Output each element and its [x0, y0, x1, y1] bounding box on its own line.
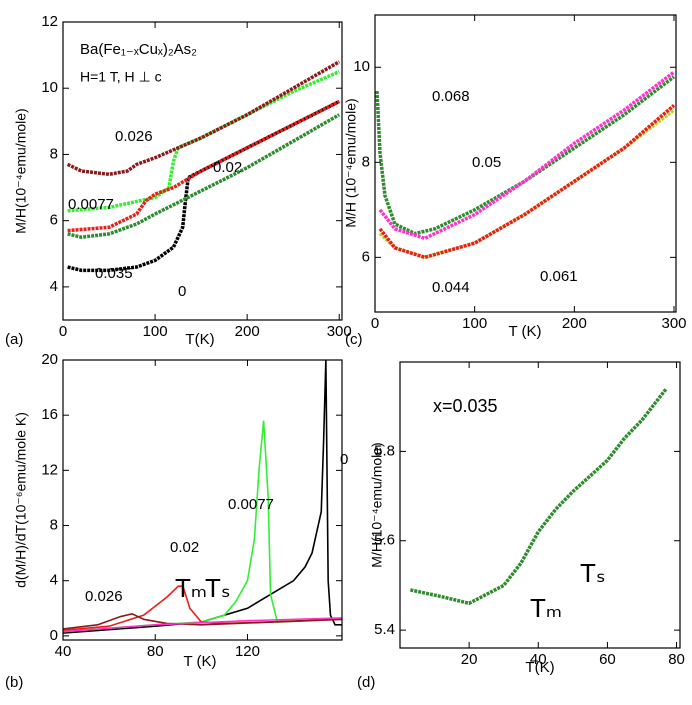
y-tick-label: 8 [362, 153, 370, 170]
y-tick-label: 8 [50, 145, 58, 162]
x-tick-label: 0 [59, 323, 67, 340]
y-tick-label: 20 [41, 351, 58, 368]
annotation: x=0.035 [433, 396, 498, 416]
x-axis-label: T(K) [525, 659, 554, 676]
y-tick-label: 12 [41, 13, 58, 30]
y-axis-label: M/H (10⁻⁴emu/mole) [343, 98, 359, 227]
x-tick-label: 300 [327, 323, 352, 340]
series-label: 0 [178, 283, 186, 300]
series-label: 0.068 [432, 88, 470, 105]
panel-label: (a) [5, 331, 23, 348]
annotation: Tₛ [580, 558, 606, 588]
series-label: 0.035 [95, 265, 133, 282]
y-axis-label: d(M/H)/dT(10⁻⁶emu/mole K) [13, 412, 29, 588]
series-line [63, 617, 342, 633]
series-label: 0.02 [213, 159, 242, 176]
x-tick-label: 120 [235, 643, 260, 660]
panel-label: (b) [5, 674, 23, 691]
annotation: Tₘ [175, 573, 207, 603]
series-line [375, 75, 676, 236]
x-axis-label: T (K) [508, 323, 541, 340]
annotation: Tₛ [205, 573, 231, 603]
y-tick-label: 16 [41, 406, 58, 423]
y-tick-label: 5.6 [374, 532, 395, 549]
y-tick-label: 5.8 [374, 442, 395, 459]
panel: 0 100 200 300 4 6 8 10 12 0 0.0077 0.02 0.026 0.035 Ba… [5, 13, 352, 348]
series-line [67, 113, 341, 239]
x-tick-label: 60 [599, 651, 616, 668]
series-label: 0.044 [432, 279, 470, 296]
plot-frame [62, 359, 343, 641]
y-tick-label: 8 [50, 516, 58, 533]
y-tick-label: 10 [353, 58, 370, 75]
y-tick-label: 6 [50, 212, 58, 229]
series-label: 0.05 [472, 154, 501, 171]
y-tick-label: 0 [50, 627, 58, 644]
series-label: 0.061 [540, 268, 578, 285]
series-label: 0.02 [170, 539, 199, 556]
x-tick-label: 100 [462, 315, 487, 332]
y-axis-label: M/H(10⁻⁴emu/mole) [13, 108, 29, 233]
y-tick-label: 6 [362, 248, 370, 265]
y-tick-label: 4 [50, 278, 58, 295]
panel: 0 100 200 300 6 8 10 0.068 0.05 0.044 0.061 (c) T (K… [343, 14, 687, 348]
series-line [378, 108, 676, 260]
y-tick-label: 10 [41, 79, 58, 96]
y-tick-label: 4 [50, 572, 58, 589]
series-line [378, 103, 676, 260]
series-line [67, 99, 341, 273]
x-tick-label: 20 [461, 651, 478, 668]
x-tick-label: 40 [530, 651, 547, 668]
series-line [410, 387, 668, 606]
panel: 20 40 60 80 5.4 5.6 5.8 x=0.035 Tₘ Tₛ (d) T(K) M/H(1… [357, 361, 685, 691]
series-line [63, 612, 342, 630]
series-label: 0.0077 [68, 196, 114, 213]
y-tick-label: 12 [41, 461, 58, 478]
series-label: 0.026 [85, 588, 123, 605]
series-label: 0.026 [115, 128, 153, 145]
x-tick-label: 40 [55, 643, 72, 660]
plot-frame [399, 361, 681, 649]
panel-label: (c) [345, 331, 363, 348]
x-tick-label: 200 [562, 315, 587, 332]
x-axis-label: T(K) [185, 331, 214, 348]
x-tick-label: 80 [147, 643, 164, 660]
x-tick-label: 100 [143, 323, 168, 340]
series-line [378, 70, 676, 241]
x-tick-label: 300 [661, 315, 686, 332]
annotation: Tₘ [530, 593, 562, 623]
series-line [66, 60, 341, 177]
plot-frame [62, 21, 343, 321]
y-axis-label: M/H(10⁻⁴emu/mole) [369, 442, 385, 567]
annotation: H=1 T, H ⊥ c [80, 69, 162, 85]
panel-label: (d) [357, 674, 375, 691]
y-tick-label: 5.4 [374, 621, 395, 638]
series-label: 0 [340, 451, 348, 468]
x-tick-label: 0 [371, 315, 379, 332]
plot-frame [374, 14, 677, 313]
x-tick-label: 80 [668, 651, 685, 668]
series-label: 0.0077 [228, 496, 274, 513]
annotation: Ba(Fe₁₋ₓCuₓ)₂As₂ [80, 41, 197, 58]
x-tick-label: 200 [235, 323, 260, 340]
x-axis-label: T (K) [183, 653, 216, 670]
series-line [67, 99, 341, 233]
